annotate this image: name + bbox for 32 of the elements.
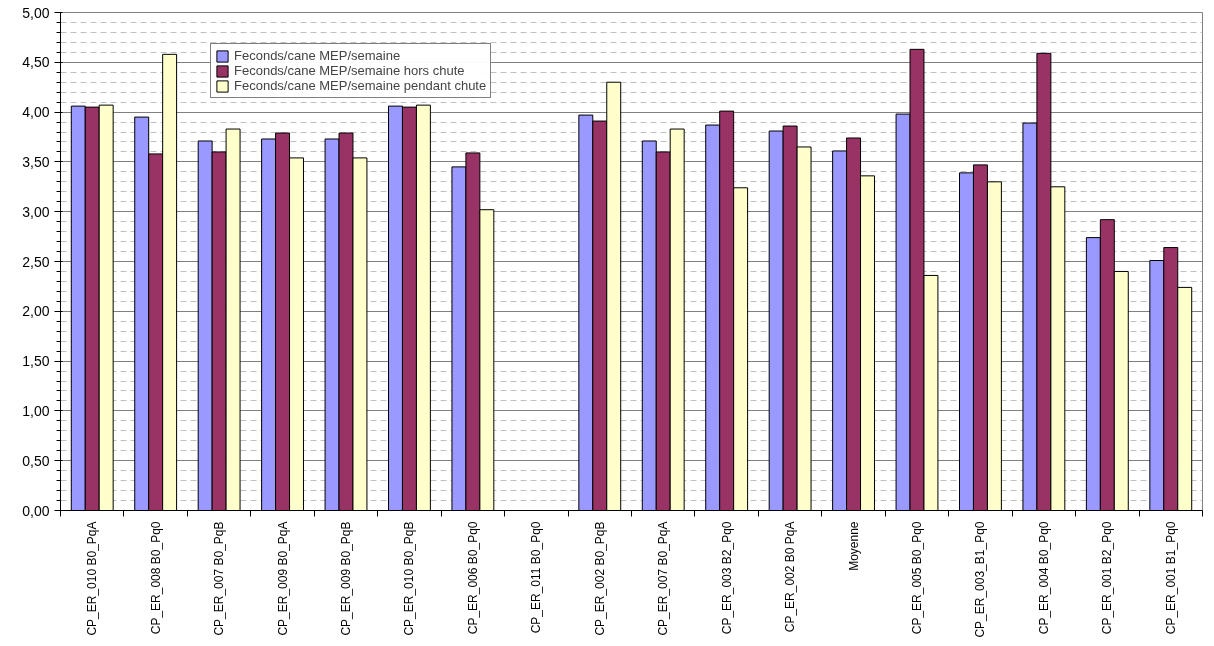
- x-tick-label: CP_ER_003_B1_Pq0: [973, 521, 988, 638]
- y-tick-label: 1,50: [22, 353, 50, 370]
- x-tick-label: Moyenne: [846, 521, 861, 571]
- y-tick-label: 4,00: [22, 104, 50, 121]
- x-tick-label: CP_ER_001 B2_Pq0: [1100, 521, 1115, 635]
- y-tick-label: 0,50: [22, 452, 50, 469]
- x-tick-label: CP_ER_009 B0_PqA: [275, 521, 290, 636]
- x-tick-label: CP_ER_002 B0 PqA: [783, 521, 798, 633]
- y-tick-label: 5,00: [22, 4, 50, 21]
- x-tick-label: CP_ER_003 B2_Pq0: [719, 521, 734, 635]
- legend-label: Feconds/cane MEP/semaine pendant chute: [234, 78, 487, 93]
- x-tick-label: CP_ER_005 B0_Pq0: [910, 521, 924, 635]
- x-tick-label: CP_ER_010 B0_PqA: [85, 521, 100, 636]
- x-tick-label: CP_ER_009 B0_PqB: [339, 521, 353, 636]
- x-tick-label: CP_ER_006 B0_Pq0: [465, 521, 480, 635]
- x-tick-label: CP_ER_011 B0_Pq0: [529, 521, 544, 634]
- x-tick-label: CP_ER_002 B0_PqB: [592, 521, 607, 636]
- y-tick-label: 2,00: [22, 303, 50, 320]
- x-tick-label: CP_ER_007 B0_PqA: [656, 521, 671, 636]
- legend-label: Feconds/cane MEP/semaine hors chute: [234, 63, 465, 78]
- y-tick-label: 3,00: [22, 203, 50, 220]
- x-tick-label: CP_ER_001 B1_Pq0: [1163, 521, 1178, 635]
- y-tick-label: 4,50: [22, 54, 50, 71]
- y-tick-label: 1,00: [22, 402, 50, 419]
- x-tick-label: CP_ER_007 B0_PqB: [212, 521, 227, 636]
- x-tick-label: CP_ER_008 B0_Pq0: [148, 521, 163, 635]
- y-tick-label: 3,50: [22, 153, 50, 170]
- x-tick-label: CP_ER_004 B0_Pq0: [1036, 521, 1051, 635]
- legend-label: Feconds/cane MEP/semaine: [234, 48, 401, 63]
- y-tick-label: 2,50: [22, 253, 50, 270]
- x-tick-label: CP_ER_010 B0_PqB: [402, 521, 417, 636]
- y-tick-label: 0,00: [22, 502, 50, 519]
